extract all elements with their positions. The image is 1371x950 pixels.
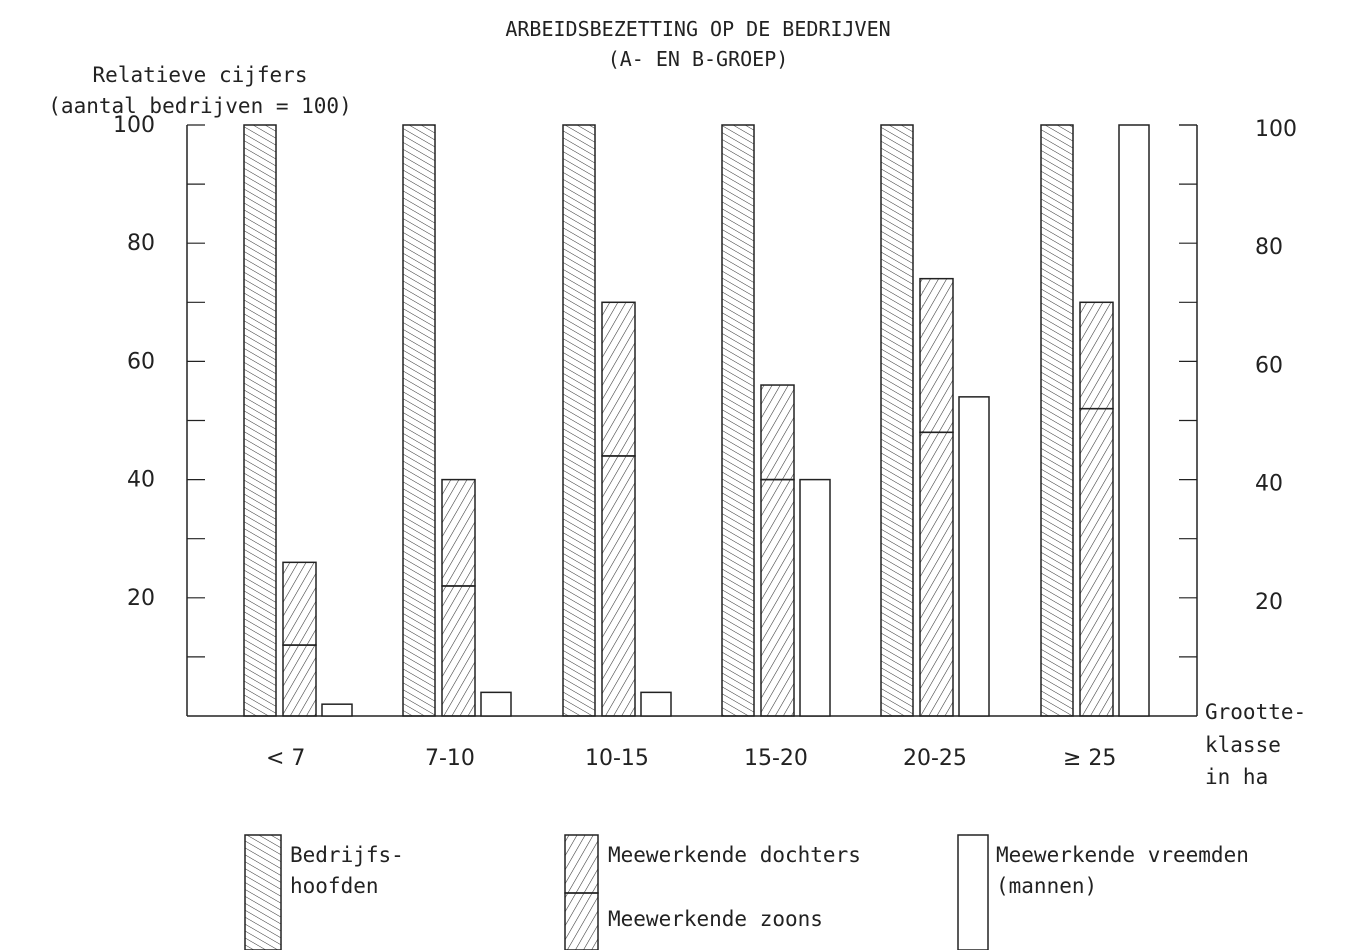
tick-labels: 20 20 40 40 60 60 80 80 100 100 < 7 7-10 10-15 15-20 2… [113,113,1297,771]
x-axis-label-line-1: Grootte- [1205,700,1306,724]
legend-swatch-zoons [564,892,599,950]
bar-meewerkende-vreemden [480,691,512,717]
bar-meewerkende-dochters [919,277,954,434]
x-tick-label: 10-15 [585,746,649,771]
bar-meewerkende-vreemden [958,396,990,717]
bar-meewerkende-dochters [441,478,476,587]
x-tick-label: 20-25 [903,746,967,771]
legend-label-hoofden-1: Bedrijfs- [290,843,404,867]
y-tick-label-right: 40 [1255,472,1283,497]
bar-meewerkende-zoons [760,478,795,717]
legend-label-vreemden-1: Meewerkende vreemden [996,843,1249,867]
bar-meewerkende-dochters [601,301,636,457]
legend-swatch-dochters [564,834,599,894]
y-axis-label: Relatieve cijfers [93,63,308,87]
bar-meewerkende-vreemden [799,478,831,717]
y-tick-label-left: 20 [127,586,155,611]
x-axis-label: Grootte- klasse in ha [1205,700,1306,789]
chart-subtitle: (A- EN B-GROEP) [608,47,789,71]
legend-label-zoons: Meewerkende zoons [608,907,823,931]
legend: Bedrijfs- hoofden Meewerkende dochters M… [244,834,1249,950]
bar-meewerkende-dochters [282,561,317,646]
bar-meewerkende-zoons [282,644,317,717]
bar-bedrijfshoofden [1040,124,1074,717]
legend-label-dochters: Meewerkende dochters [608,843,861,867]
bar-meewerkende-vreemden [1118,124,1150,717]
y-tick-label-right: 60 [1255,353,1283,378]
y-tick-label-left: 100 [113,113,155,138]
chart-title: ARBEIDSBEZETTING OP DE BEDRIJVEN [505,17,890,41]
bar-meewerkende-zoons [919,431,954,717]
x-axis-label-line-3: in ha [1205,765,1268,789]
bar-meewerkende-dochters [760,384,795,481]
bar-meewerkende-vreemden [321,703,353,717]
x-tick-label: 15-20 [744,746,808,771]
y-tick-label-right: 80 [1255,235,1283,260]
legend-swatch-hoofden [244,834,282,950]
bar-meewerkende-zoons [1079,407,1114,717]
bar-meewerkende-zoons [441,585,476,717]
legend-label-hoofden-2: hoofden [290,874,379,898]
bar-meewerkende-dochters [1079,301,1114,410]
y-axis-label-sub: (aantal bedrijven = 100) [48,94,351,118]
bar-bedrijfshoofden [721,124,755,717]
axes [186,124,1198,717]
bar-bedrijfshoofden [880,124,914,717]
bars [243,124,1150,717]
bar-meewerkende-zoons [601,455,636,717]
bar-meewerkende-vreemden [640,691,672,717]
bar-bedrijfshoofden [562,124,596,717]
y-tick-label-left: 40 [127,468,155,493]
x-tick-label: < 7 [266,746,305,771]
y-tick-label-left: 80 [127,231,155,256]
y-tick-label-left: 60 [127,349,155,374]
y-tick-label-right: 100 [1255,117,1297,142]
bar-bedrijfshoofden [243,124,277,717]
bar-bedrijfshoofden [402,124,436,717]
legend-swatch-vreemden [957,834,989,950]
x-axis-label-line-2: klasse [1205,733,1281,757]
legend-label-vreemden-2: (mannen) [996,874,1097,898]
x-tick-label: 7-10 [425,746,475,771]
x-tick-label: ≥ 25 [1063,746,1116,771]
y-tick-label-right: 20 [1255,590,1283,615]
